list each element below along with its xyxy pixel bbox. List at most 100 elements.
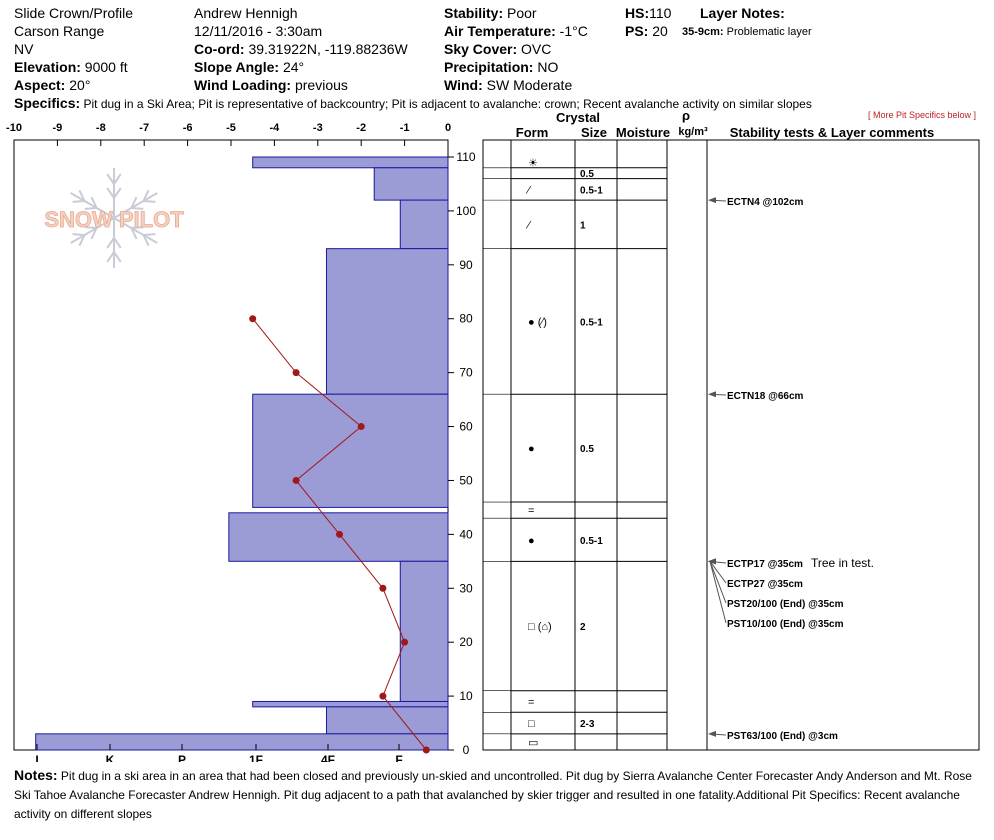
layer-form: □ (⌂) (528, 621, 552, 633)
snowflake-branch (142, 234, 150, 247)
specifics-text: Pit dug in a Ski Area; Pit is representa… (83, 97, 812, 111)
rho-header: ρ (682, 108, 690, 123)
depth-tick-label: 60 (459, 420, 473, 434)
snowflake-arm (113, 192, 158, 219)
depth-tick-label: 70 (459, 366, 473, 380)
snowflake-branch (72, 233, 85, 236)
sky-label: Sky Cover: (444, 41, 518, 57)
temp-tick-label: -3 (313, 122, 323, 134)
precip-value: NO (537, 59, 559, 75)
layer-table: Crystal Form Size Moisture ρ kg/m³ Stabi… (482, 108, 980, 751)
aspect-value: 20° (69, 77, 91, 93)
wind: Wind: SW Moderate (444, 76, 572, 94)
temperature-point (292, 369, 300, 377)
test-arrow (709, 561, 727, 604)
temperature-point (379, 584, 387, 592)
temperature-point (401, 638, 409, 646)
snowflake-branch (113, 187, 122, 199)
snow-profile-chart: SNOW PILOT -10 -9 -8 -7 -6 -5 -4 -3 -2 -1 0 I K P 1F 4… (6, 108, 980, 762)
temperature-point (249, 315, 257, 323)
air-temp-value: -1°C (559, 23, 588, 39)
stability: Stability: Poor (444, 4, 537, 22)
hardness-tick-label: 4F (321, 753, 335, 762)
hardness-bar (373, 167, 449, 201)
temperature-point (292, 476, 300, 484)
observer: Andrew Hennigh (194, 5, 298, 21)
snowflake-branch (106, 237, 115, 249)
temperature-profile (249, 315, 430, 754)
snowflake-branch (90, 196, 98, 209)
temp-tick-label: -8 (96, 122, 106, 134)
depth-tick-label: 110 (456, 150, 475, 164)
depth-tick-label: 0 (463, 743, 470, 757)
sky-value: OVC (521, 41, 552, 57)
temp-tick-label: -4 (270, 122, 281, 134)
elevation-value: 9000 ft (84, 59, 128, 75)
wind-label: Wind: (444, 77, 483, 93)
test-arrowhead (708, 197, 716, 204)
coord: Co-ord: 39.31922N, -119.88236W (194, 40, 408, 58)
temperature-point (379, 692, 387, 700)
hardness-axis: I K P 1F 4F F (35, 744, 403, 762)
temp-tick-label: -5 (226, 122, 236, 134)
layer-size: 1 (580, 220, 586, 231)
hardness-tick-label: I (35, 753, 38, 762)
test-arrow (709, 561, 727, 624)
stability-tests: ECTN4 @102cm ECTN18 @66cm ECTP17 @35cm Tree… (708, 197, 874, 742)
test-label: ECTN18 @66cm (727, 391, 804, 402)
more-specifics-link[interactable]: [ More Pit Specifics below ] (868, 110, 977, 120)
layer-note-depth: 35-9cm: (682, 26, 724, 38)
snowflake-branch (130, 196, 138, 209)
depth-tick-label: 100 (456, 204, 476, 218)
temperature-axis: -10 -9 -8 -7 -6 -5 -4 -3 -2 -1 0 (6, 122, 451, 146)
layer-form: ● (528, 535, 535, 547)
coord-label: Co-ord: (194, 41, 245, 57)
crystal-header: Crystal (556, 110, 600, 125)
temp-tick-label: -7 (139, 122, 149, 134)
slope-label: Slope Angle: (194, 59, 280, 75)
hardness-tick-label: 1F (249, 753, 263, 762)
hardness-tick-label: K (106, 753, 115, 762)
snowflake-branch (90, 227, 98, 240)
layer-size: 0.5-1 (580, 317, 603, 328)
temp-tick-label: -9 (53, 122, 63, 134)
layer-size: 0.5-1 (580, 185, 603, 196)
layer-form: ● (528, 443, 535, 455)
test-arrowhead (708, 558, 716, 565)
hs-value: 110 (649, 5, 672, 21)
wind-loading-value: previous (294, 77, 348, 93)
temp-tick-label: -6 (183, 122, 193, 134)
layer-form: = (528, 505, 534, 517)
depth-tick-label: 10 (459, 689, 473, 703)
temperature-point (422, 746, 430, 754)
slope-value: 24° (282, 59, 305, 75)
aspect: Aspect: 20° (14, 76, 90, 94)
snowflake-arm (113, 217, 158, 244)
hardness-bar (325, 248, 449, 395)
datetime: 12/11/2016 - 3:30am (194, 23, 323, 39)
hardness-bars (35, 156, 449, 751)
test-label: PST63/100 (End) @3cm (727, 731, 838, 742)
elevation: Elevation: 9000 ft (14, 58, 128, 76)
density-header: kg/m³ (678, 126, 708, 138)
depth-tick-label: 30 (459, 581, 473, 595)
notes: Notes: Pit dug in a ski area in an area … (14, 766, 984, 824)
layer-notes-title: Layer Notes: (700, 4, 785, 22)
test-label: ECTP17 @35cm (727, 559, 803, 570)
test-label: ECTP27 @35cm (727, 579, 803, 590)
location: Slide Crown/Profile (14, 5, 134, 21)
hardness-bar (399, 199, 449, 250)
moisture-header: Moisture (616, 125, 670, 140)
stability-value: Poor (507, 5, 537, 21)
depth-tick-label: 80 (459, 312, 473, 326)
snowflake-branch (143, 233, 156, 236)
test-arrowhead (708, 391, 716, 398)
test-arrowhead (708, 730, 716, 737)
snowflake-branch (106, 251, 115, 263)
form-header: Form (516, 125, 549, 140)
temp-tick-label: -10 (6, 122, 22, 134)
layer-form: ☀ (528, 157, 538, 169)
temp-tick-label: 0 (445, 122, 451, 134)
layer-size: 2-3 (580, 719, 595, 730)
snowflake-branch (131, 226, 144, 229)
